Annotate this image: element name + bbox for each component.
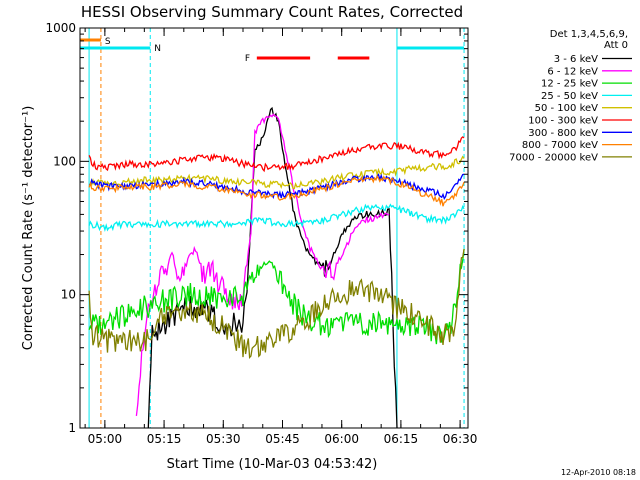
legend-label-12-25-kev: 12 - 25 keV xyxy=(541,79,598,90)
flag-s-label: S xyxy=(105,37,111,47)
legend-title-line-2: Att 0 xyxy=(604,40,628,51)
legend-label-25-50-kev: 25 - 50 keV xyxy=(541,91,598,102)
series-line-100-300-kev xyxy=(88,136,465,173)
y-axis-label: Corrected Count Rate (s⁻¹ detector⁻¹) xyxy=(21,106,36,351)
flag-n-label: N xyxy=(154,44,161,54)
series-line-25-50-kev xyxy=(88,203,465,232)
legend-label-50-100-kev: 50 - 100 keV xyxy=(535,103,599,114)
plot-area xyxy=(88,28,465,428)
legend-label-3-6-kev: 3 - 6 keV xyxy=(554,54,598,65)
legend-label-800-7000-kev: 800 - 7000 keV xyxy=(522,140,598,151)
x-tick-label: 05:45 xyxy=(265,432,300,446)
series-line-800-7000-kev xyxy=(88,174,465,207)
x-tick-label: 06:00 xyxy=(324,432,359,446)
x-tick-label: 05:15 xyxy=(147,432,182,446)
series-line-6-12-kev xyxy=(135,113,390,416)
flag-f-label: F xyxy=(245,54,250,64)
y-tick-label: 10 xyxy=(61,288,76,302)
x-tick-label: 06:15 xyxy=(384,432,419,446)
y-tick-label: 1000 xyxy=(45,21,76,35)
flag-bars: S N F xyxy=(80,37,465,64)
legend-label-6-12-kev: 6 - 12 keV xyxy=(547,66,598,77)
series-line-50-100-kev xyxy=(88,155,465,190)
plot-frame xyxy=(79,27,469,429)
series-line-7000-20000-kev xyxy=(88,248,465,360)
chart-title: HESSI Observing Summary Count Rates, Cor… xyxy=(81,3,463,21)
x-axis-label: Start Time (10-Mar-03 04:53:42) xyxy=(167,457,378,472)
y-tick-label: 1 xyxy=(68,421,76,435)
axes: 1 10 100 1000 05:00 05:15 05:30 05:45 06:00 06:15… xyxy=(45,21,477,446)
series-line-12-25-kev xyxy=(88,248,465,345)
x-tick-label: 06:30 xyxy=(443,432,478,446)
y-tick-label: 100 xyxy=(53,154,76,168)
legend-label-7000-20000-kev: 7000 - 20000 keV xyxy=(509,152,598,163)
x-tick-label: 05:30 xyxy=(206,432,241,446)
legend-label-300-800-kev: 300 - 800 keV xyxy=(528,128,598,139)
legend-title-line-1: Det 1,3,4,5,6,9, xyxy=(550,29,628,40)
legend-label-100-300-kev: 100 - 300 keV xyxy=(528,116,598,127)
x-tick-label: 05:00 xyxy=(88,432,123,446)
series-lines xyxy=(88,106,465,429)
footer-timestamp: 12-Apr-2010 08:18 xyxy=(561,468,636,477)
